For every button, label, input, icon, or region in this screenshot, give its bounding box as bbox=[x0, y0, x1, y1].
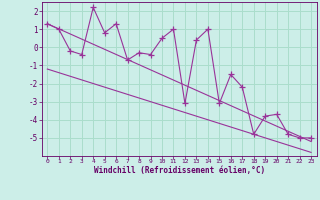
X-axis label: Windchill (Refroidissement éolien,°C): Windchill (Refroidissement éolien,°C) bbox=[94, 166, 265, 175]
